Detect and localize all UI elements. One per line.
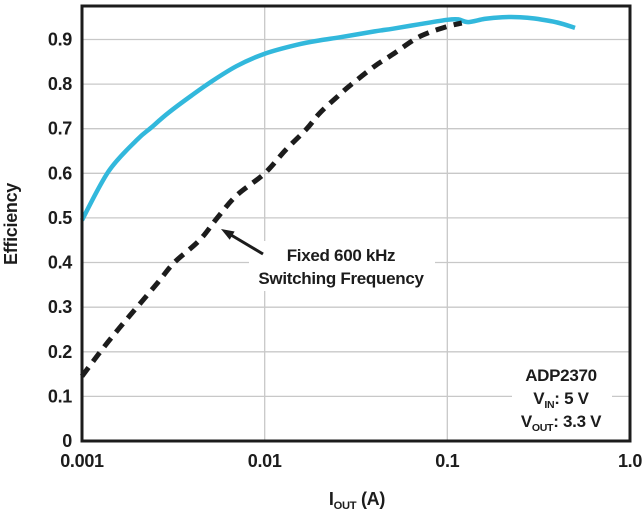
x-tick-label: 0.1 (435, 451, 459, 471)
callout-text-line2: Switching Frequency (258, 269, 424, 288)
fixed-600khz-dashed-curve (80, 20, 463, 378)
y-tick-label: 0.4 (48, 253, 72, 273)
x-tick-labels: 0.001 0.01 0.1 1.0 (60, 451, 642, 471)
callout-arrowhead-icon (221, 229, 235, 240)
callout-annotation: Fixed 600 kHz Switching Frequency (221, 229, 425, 288)
y-tick-label: 0.9 (48, 30, 72, 50)
y-tick-label: 0.6 (48, 163, 72, 183)
y-tick-label: 0 (62, 431, 72, 451)
gridlines (82, 6, 630, 441)
y-axis-title: Efficiency (1, 183, 21, 265)
info-box-part-number: ADP2370 (525, 366, 597, 385)
y-tick-label: 0.2 (48, 342, 72, 362)
info-box-mask (512, 361, 612, 435)
part-info-box: ADP2370 VIN: 5 V VOUT: 3.3 V (521, 366, 603, 434)
x-tick-label: 0.01 (248, 451, 282, 471)
y-tick-label: 0.7 (48, 119, 72, 139)
info-box-vin: VIN: 5 V (533, 389, 589, 411)
callout-arrow-line (229, 233, 264, 256)
y-tick-label: 0.1 (48, 386, 72, 406)
plot-border (80, 4, 632, 443)
x-tick-label: 1.0 (618, 451, 642, 471)
x-axis-title: IOUT (A) (329, 489, 385, 512)
y-tick-label: 0.8 (48, 74, 72, 94)
y-tick-labels: 0 0.1 0.2 0.3 0.4 0.5 0.6 0.7 0.8 0.9 (48, 30, 73, 452)
info-box-vout: VOUT: 3.3 V (521, 412, 602, 434)
y-tick-label: 0.5 (48, 208, 72, 228)
auto-mode-blue-curve (80, 14, 576, 222)
callout-text-line1: Fixed 600 kHz (287, 246, 396, 265)
y-tick-label: 0.3 (48, 297, 72, 317)
callout-text-mask (249, 241, 435, 291)
annotation-white-masks (249, 241, 612, 435)
data-series (80, 14, 576, 378)
x-tick-label: 0.001 (60, 451, 104, 471)
